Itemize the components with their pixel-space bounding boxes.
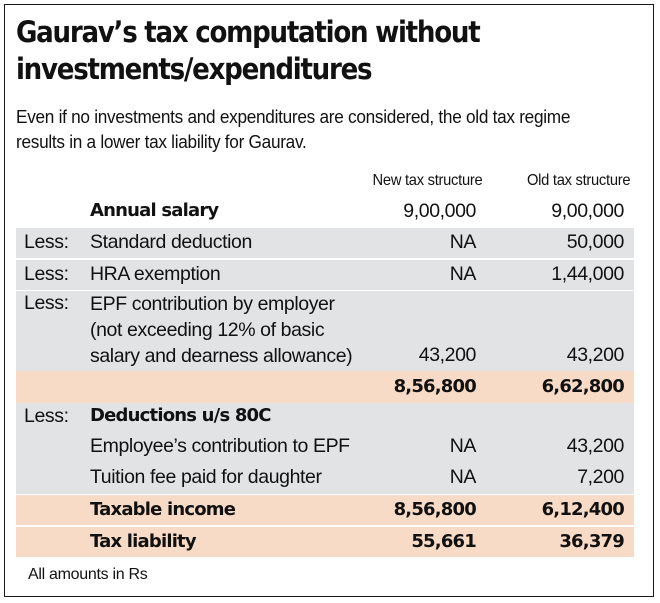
row-label: Annual salary [90,200,219,221]
less-label: Less: [24,292,69,314]
page-title: Gaurav’s tax computation without investm… [16,15,481,86]
old-tax-value: 9,00,000 [551,200,624,222]
less-label: Less: [24,405,69,427]
row-label: Tax liability [90,531,197,552]
table-row-epf-employer: Less: EPF contribution by employer (not … [16,291,634,371]
old-tax-value: 1,44,000 [551,263,624,285]
table-row-tuition-fee: Tuition fee paid for daughter NA 7,200 [16,463,634,494]
row-label: Deductions u/s 80C [90,405,271,426]
old-tax-value: 43,200 [566,435,625,457]
new-tax-value: 55,661 [411,531,476,552]
row-label: HRA exemption [90,263,221,285]
old-tax-value: 50,000 [566,231,625,253]
new-tax-value: NA [449,263,477,285]
new-tax-value: NA [449,466,477,488]
old-tax-value: 36,379 [559,531,624,552]
old-tax-value: 7,200 [577,466,624,488]
row-label: Standard deduction [90,231,252,253]
new-tax-value: 9,00,000 [403,200,476,222]
new-tax-value: 43,200 [418,344,477,366]
old-tax-value: 43,200 [566,344,625,366]
column-header-new-tax: New tax structure [372,172,482,189]
row-label: Employee’s contribution to EPF [90,435,350,457]
table-row-deductions-80c: Less: Deductions u/s 80C [16,403,634,431]
footnote: All amounts in Rs [28,566,148,583]
old-tax-value: 6,12,400 [541,499,625,520]
table-row-hra-exemption: Less: HRA exemption NA 1,44,000 [16,260,634,290]
less-label: Less: [24,263,69,285]
table-row-taxable-income: Taxable income 8,56,800 6,12,400 [16,495,634,525]
subtitle: Even if no investments and expenditures … [16,106,571,152]
column-header-old-tax: Old tax structure [526,172,631,189]
old-tax-value: 6,62,800 [541,376,625,397]
new-tax-value: NA [449,435,477,457]
table-row-employee-epf: Employee’s contribution to EPF NA 43,200 [16,431,634,463]
new-tax-value: NA [449,231,477,253]
table-row-tax-liability: Tax liability 55,661 36,379 [16,527,634,557]
new-tax-value: 8,56,800 [393,376,477,397]
table-row-annual-salary: Annual salary 9,00,000 9,00,000 [16,197,634,227]
table-row-standard-deduction: Less: Standard deduction NA 50,000 [16,228,634,258]
row-label: Taxable income [90,499,236,520]
row-label: EPF contribution by employer (not exceed… [90,293,353,367]
less-label: Less: [24,231,69,253]
table-row-subtotal: 8,56,800 6,62,800 [16,371,634,403]
new-tax-value: 8,56,800 [393,499,477,520]
row-label: Tuition fee paid for daughter [90,466,322,488]
